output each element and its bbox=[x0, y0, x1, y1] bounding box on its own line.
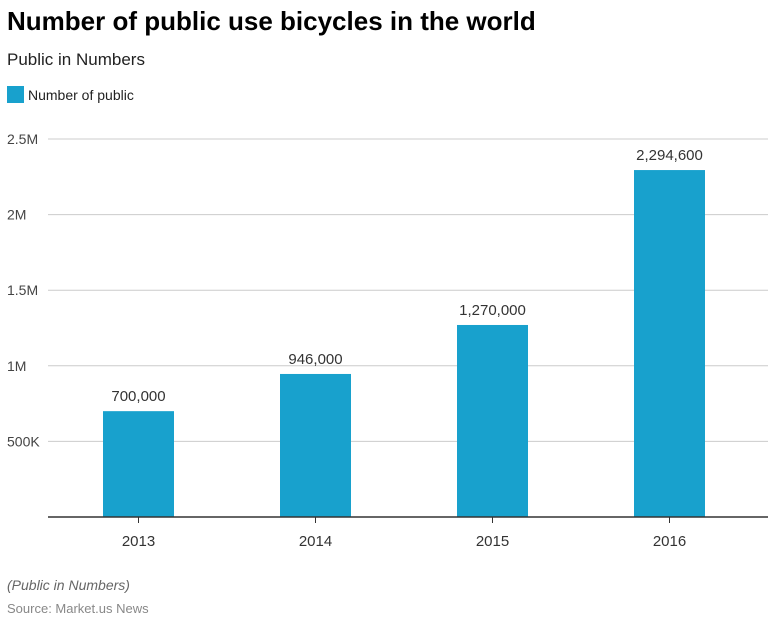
chart-note: (Public in Numbers) bbox=[7, 577, 130, 593]
chart-source: Source: Market.us News bbox=[7, 601, 149, 616]
chart-subtitle: Public in Numbers bbox=[7, 50, 145, 69]
x-tick-label: 2014 bbox=[299, 533, 332, 550]
x-tick-label: 2016 bbox=[653, 533, 686, 550]
y-tick-label: 2M bbox=[7, 207, 26, 223]
x-tick-label: 2015 bbox=[476, 533, 509, 550]
x-tick-label: 2013 bbox=[122, 533, 155, 550]
bar bbox=[103, 411, 174, 517]
bar bbox=[280, 373, 351, 517]
bar bbox=[457, 324, 528, 517]
y-tick-label: 1.5M bbox=[7, 282, 38, 298]
bar bbox=[634, 170, 705, 518]
data-label: 1,270,000 bbox=[459, 302, 526, 319]
chart-title: Number of public use bicycles in the wor… bbox=[7, 6, 536, 36]
legend-swatch bbox=[7, 86, 24, 103]
data-label: 946,000 bbox=[288, 351, 342, 368]
legend-label: Number of public bbox=[28, 86, 134, 103]
legend: Number of public bbox=[7, 86, 134, 103]
y-tick-label: 500K bbox=[7, 433, 40, 449]
data-label: 2,294,600 bbox=[636, 147, 703, 164]
y-tick-label: 2.5M bbox=[7, 131, 38, 147]
y-tick-label: 1M bbox=[7, 358, 26, 374]
data-label: 700,000 bbox=[111, 388, 165, 405]
